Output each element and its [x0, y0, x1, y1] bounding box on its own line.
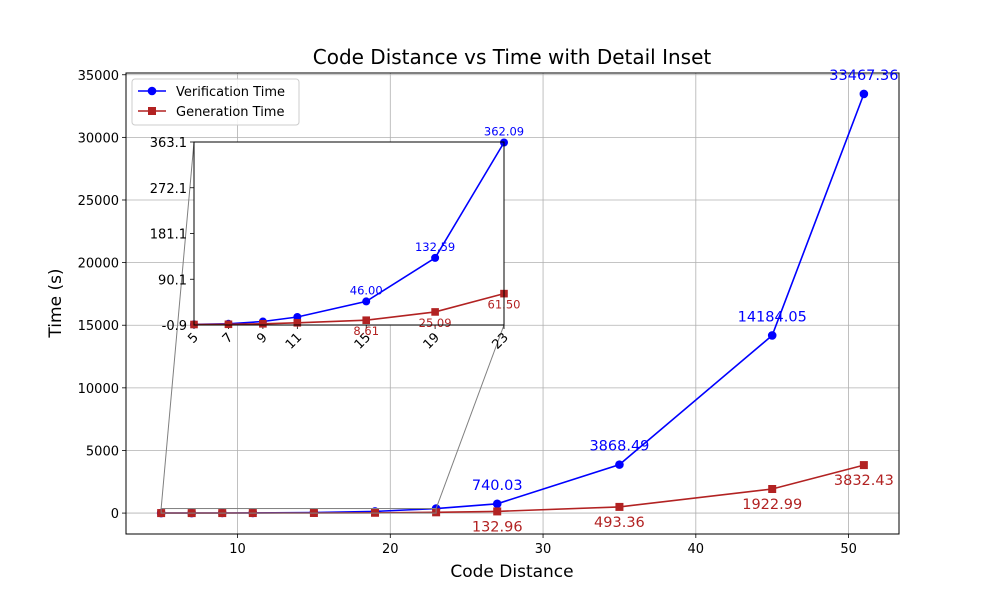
legend-marker	[148, 107, 156, 115]
y-tick-label: 30000	[78, 131, 119, 146]
inset-verification-marker	[362, 297, 371, 306]
inset-verification-data-label: 46.00	[350, 283, 383, 297]
verification-data-label: 3868.49	[589, 439, 649, 455]
inset-generation-data-label: 8.61	[353, 324, 379, 338]
verification-data-label: 740.03	[472, 478, 523, 494]
generation-data-label: 493.36	[594, 515, 645, 531]
inset-x-tick-label: 23	[490, 330, 512, 352]
x-tick-label: 50	[840, 542, 857, 557]
legend-label-verification: Verification Time	[176, 85, 285, 100]
y-tick-label: 20000	[78, 257, 119, 272]
verification-marker	[767, 331, 777, 340]
legend-marker	[147, 86, 157, 96]
inset-generation-data-label: 25.09	[419, 316, 452, 330]
y-tick-label: 0	[111, 507, 119, 522]
main-plot-area: 10 20 30 40 50 0 5000 10000 15000 20000 25000 30000…	[78, 68, 900, 557]
inset-generation-marker	[259, 319, 267, 328]
inset-generation-marker	[362, 316, 371, 325]
main-plot-frame	[125, 72, 900, 535]
y-tick-label: 25000	[78, 194, 119, 209]
zoom-connector-line	[435, 324, 505, 509]
x-tick-label: 20	[382, 542, 399, 557]
x-tick-label: 30	[535, 542, 552, 557]
inset-verification-data-label: 362.09	[484, 125, 524, 139]
inset-y-tick-label: 272.1	[150, 182, 187, 197]
legend-label-generation: Generation Time	[176, 105, 284, 120]
legend-box	[131, 78, 300, 126]
inset-verification-marker	[431, 253, 440, 262]
y-tick-label: 5000	[86, 444, 119, 459]
y-tick-label: 10000	[78, 382, 119, 397]
zoom-region-box	[160, 508, 437, 514]
verification-marker	[615, 460, 624, 469]
inset-x-tick-label: 7	[220, 330, 236, 346]
generation-marker	[768, 485, 777, 494]
generation-data-label: 1922.99	[742, 497, 802, 513]
generation-marker	[493, 507, 502, 516]
verification-marker	[859, 89, 869, 99]
generation-marker	[859, 461, 868, 470]
inset-x-tick-label: 11	[283, 330, 305, 352]
inset-plot-area: 5 7 9 11 15 19 23-0.990.1181.1272.1363.146.001…	[150, 125, 524, 514]
generation-data-label: 132.96	[472, 519, 523, 535]
inset-y-tick-label: -0.9	[162, 319, 187, 334]
chart-title: Code Distance vs Time with Detail Inset	[313, 45, 712, 69]
generation-data-label: 3832.43	[834, 473, 894, 489]
verification-marker	[492, 499, 502, 509]
x-tick-label: 10	[229, 542, 246, 557]
inset-generation-marker	[293, 318, 302, 327]
inset-x-tick-label: 5	[185, 330, 201, 346]
y-axis-label: Time (s)	[46, 268, 66, 338]
y-tick-label: 15000	[78, 319, 119, 334]
legend: Verification Time Generation Time	[131, 78, 300, 126]
generation-marker	[615, 502, 624, 511]
verification-data-label: 33467.36	[829, 68, 898, 84]
inset-x-tick-label: 19	[421, 330, 443, 352]
inset-generation-marker	[431, 308, 439, 316]
zoom-connector-line	[160, 141, 195, 509]
inset-frame	[193, 141, 505, 326]
inset-x-tick-label: 9	[254, 330, 270, 346]
inset-generation-marker	[224, 320, 233, 329]
inset-background	[194, 142, 504, 325]
verification-data-label: 14184.05	[738, 309, 807, 325]
inset-verification-data-label: 132.59	[415, 240, 455, 254]
inset-y-tick-label: 363.1	[150, 136, 187, 151]
inset-y-tick-label: 181.1	[150, 228, 187, 243]
inset-y-tick-label: 90.1	[158, 273, 187, 288]
x-tick-label: 40	[688, 542, 705, 557]
y-tick-label: 35000	[78, 69, 119, 84]
x-axis-label: Code Distance	[450, 562, 573, 582]
